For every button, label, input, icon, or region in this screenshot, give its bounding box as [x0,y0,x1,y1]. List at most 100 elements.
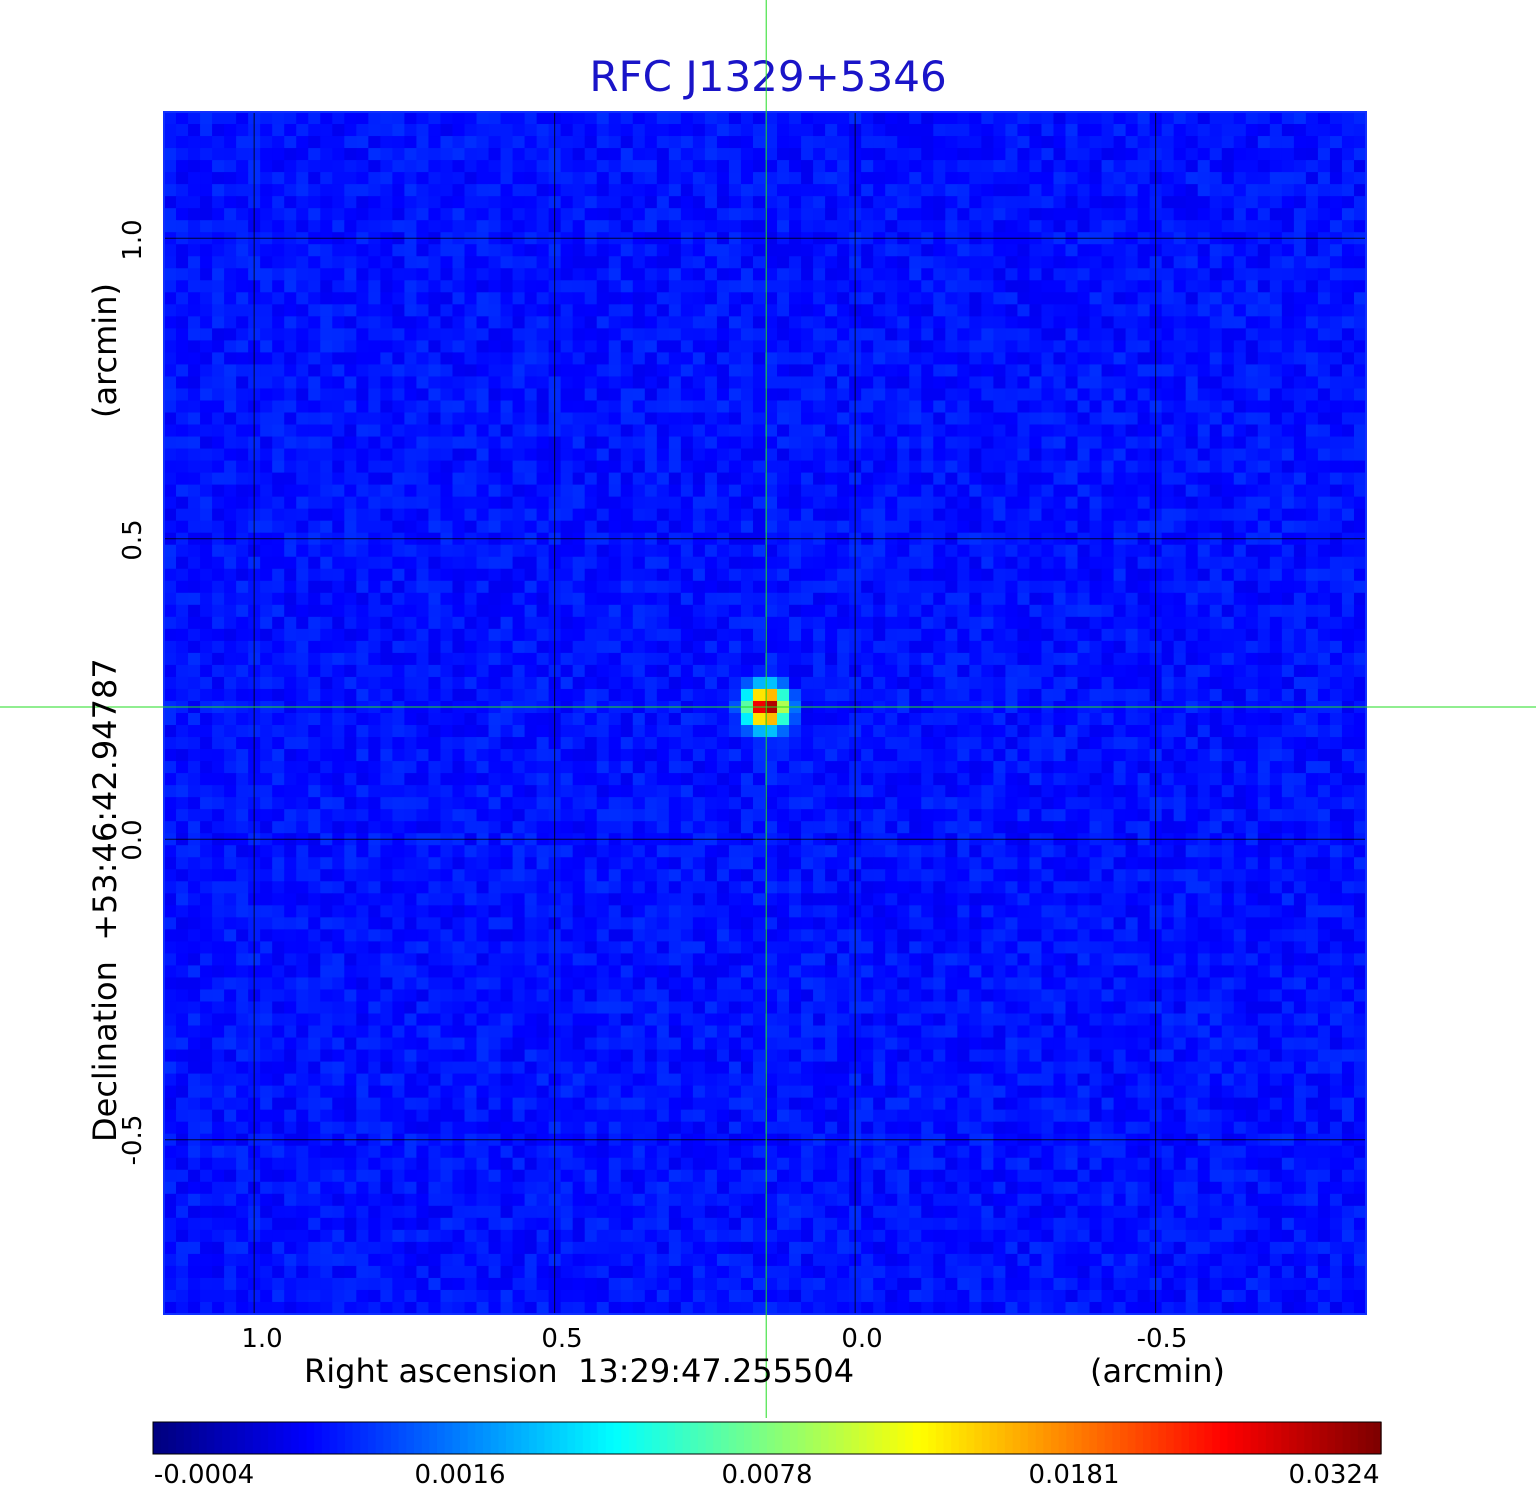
image-pixel [596,412,610,426]
image-pixel [885,448,898,462]
image-pixel [1125,220,1139,233]
image-pixel [320,220,333,233]
image-pixel [981,484,994,498]
image-pixel [560,604,574,618]
image-pixel [680,364,694,378]
image-pixel [801,640,814,654]
image-pixel [1125,316,1139,329]
image-pixel [608,112,622,125]
image-pixel [392,316,405,329]
image-pixel [1101,688,1115,702]
image-pixel [656,328,670,341]
image-pixel [801,112,814,125]
image-pixel [993,184,1006,197]
image-pixel [825,208,838,221]
image-pixel [1269,424,1283,438]
image-pixel [1005,208,1019,221]
image-pixel [356,580,369,594]
image-pixel [200,484,213,498]
image-pixel [428,136,442,149]
image-pixel [933,568,946,582]
image-pixel [1065,472,1079,486]
image-pixel [188,208,201,221]
image-pixel [825,580,838,594]
image-pixel [1269,616,1283,630]
image-pixel [644,496,658,510]
image-pixel [981,664,994,678]
image-pixel [716,664,730,678]
image-pixel [1053,220,1067,233]
image-pixel [296,580,309,594]
image-pixel [188,400,201,414]
image-pixel [476,676,490,690]
image-pixel [524,244,538,257]
image-pixel [1137,280,1151,293]
image-pixel [1125,196,1139,209]
image-pixel [368,616,381,630]
image-pixel [704,184,718,197]
image-pixel [1245,664,1259,678]
image-pixel [596,424,610,438]
image-pixel [1065,184,1079,197]
image-pixel [957,484,970,498]
image-pixel [945,520,958,534]
image-pixel [176,112,189,125]
image-pixel [572,352,586,366]
image-pixel [500,496,514,510]
image-pixel [1113,640,1127,654]
image-pixel [272,136,285,149]
image-pixel [1209,436,1223,450]
image-pixel [1209,604,1223,618]
image-pixel [272,208,285,221]
image-pixel [320,292,333,305]
image-pixel [416,316,430,329]
image-pixel [380,676,393,690]
image-pixel [332,160,345,173]
image-pixel [704,496,718,510]
image-pixel [897,172,910,185]
image-pixel [440,472,454,486]
image-pixel [656,556,670,570]
image-pixel [668,448,682,462]
image-pixel [212,652,225,666]
image-pixel [1221,628,1235,642]
image-pixel [296,568,309,582]
image-pixel [885,160,898,173]
image-pixel [789,400,802,414]
image-pixel [464,520,478,534]
image-pixel [416,424,430,438]
image-pixel [861,616,874,630]
image-pixel [861,568,874,582]
image-pixel [825,664,838,678]
image-pixel [1113,412,1127,426]
image-pixel [1245,400,1259,414]
image-pixel [440,544,454,558]
image-pixel [536,340,550,353]
image-pixel [740,112,754,125]
image-pixel [777,364,790,378]
image-pixel [560,220,574,233]
image-pixel [765,268,778,281]
image-pixel [332,304,345,317]
image-pixel [620,424,634,438]
image-pixel [608,136,622,149]
image-pixel [692,112,706,125]
image-pixel [1209,220,1223,233]
image-pixel [1233,664,1247,678]
image-pixel [512,292,526,305]
image-pixel [644,340,658,353]
image-pixel [332,424,345,438]
image-pixel [1221,604,1235,618]
image-pixel [1089,208,1103,221]
image-pixel [1281,184,1295,197]
image-pixel [560,184,574,197]
image-pixel [440,220,454,233]
image-pixel [464,208,478,221]
image-pixel [296,184,309,197]
image-pixel [1269,448,1283,462]
image-pixel [440,136,454,149]
image-pixel [212,208,225,221]
image-pixel [320,688,333,702]
image-pixel [704,520,718,534]
image-pixel [320,196,333,209]
